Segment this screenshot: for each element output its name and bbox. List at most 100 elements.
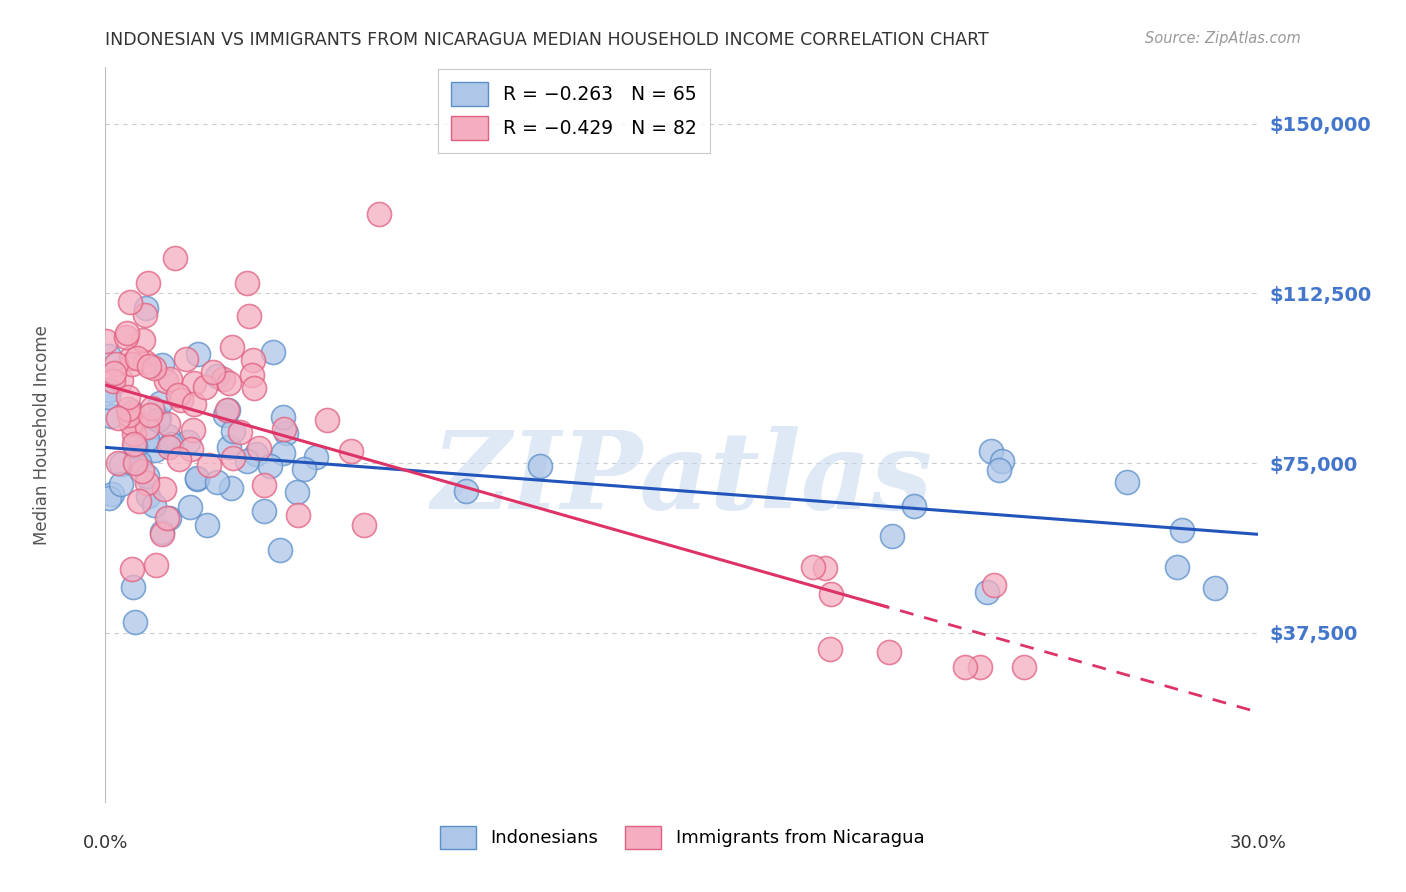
Point	[820, 587, 842, 601]
Point	[103, 367, 125, 381]
Point	[368, 207, 391, 221]
Point	[121, 404, 143, 418]
Point	[217, 403, 239, 417]
Point	[157, 440, 180, 454]
Text: 0.0%: 0.0%	[83, 834, 128, 852]
Point	[117, 391, 139, 405]
Text: Source: ZipAtlas.com: Source: ZipAtlas.com	[1144, 31, 1301, 46]
Point	[159, 372, 181, 386]
Point	[152, 482, 174, 496]
Point	[236, 276, 259, 290]
Point	[150, 526, 173, 541]
Point	[152, 525, 174, 540]
Point	[262, 345, 284, 359]
Text: INDONESIAN VS IMMIGRANTS FROM NICARAGUA MEDIAN HOUSEHOLD INCOME CORRELATION CHAR: INDONESIAN VS IMMIGRANTS FROM NICARAGUA …	[105, 31, 990, 49]
Point	[110, 476, 132, 491]
Point	[110, 373, 132, 387]
Point	[236, 454, 259, 468]
Point	[155, 375, 177, 389]
Point	[115, 330, 138, 344]
Point	[169, 393, 191, 408]
Point	[249, 441, 271, 455]
Point	[165, 251, 187, 265]
Point	[121, 562, 143, 576]
Point	[242, 352, 264, 367]
Point	[212, 372, 235, 386]
Point	[139, 408, 162, 422]
Point	[117, 408, 139, 422]
Point	[96, 334, 118, 348]
Point	[259, 458, 281, 473]
Point	[156, 417, 179, 431]
Point	[101, 487, 124, 501]
Point	[125, 351, 148, 365]
Point	[167, 387, 190, 401]
Point	[969, 660, 991, 674]
Point	[145, 558, 167, 572]
Point	[201, 365, 224, 379]
Point	[157, 511, 180, 525]
Point	[529, 459, 551, 474]
Point	[205, 369, 228, 384]
Point	[287, 508, 309, 522]
Point	[136, 489, 159, 503]
Point	[156, 510, 179, 524]
Point	[120, 351, 142, 365]
Point	[285, 485, 308, 500]
Point	[818, 641, 841, 656]
Point	[222, 451, 245, 466]
Point	[183, 376, 205, 390]
Point	[252, 477, 274, 491]
Point	[801, 559, 824, 574]
Point	[136, 276, 159, 290]
Point	[222, 425, 245, 439]
Point	[122, 427, 145, 442]
Point	[240, 368, 263, 383]
Point	[181, 423, 204, 437]
Point	[134, 355, 156, 369]
Point	[186, 470, 208, 484]
Point	[136, 475, 159, 490]
Point	[143, 498, 166, 512]
Point	[294, 462, 316, 476]
Point	[131, 333, 153, 347]
Point	[1170, 523, 1192, 537]
Point	[217, 403, 239, 417]
Point	[877, 645, 900, 659]
Point	[218, 376, 240, 390]
Point	[148, 411, 170, 425]
Text: ZIPatlas: ZIPatlas	[432, 426, 932, 532]
Point	[245, 447, 267, 461]
Point	[134, 308, 156, 322]
Point	[128, 494, 150, 508]
Point	[143, 442, 166, 457]
Point	[882, 529, 904, 543]
Point	[98, 383, 121, 397]
Point	[124, 615, 146, 629]
Point	[115, 326, 138, 340]
Point	[219, 481, 242, 495]
Point	[814, 561, 837, 575]
Point	[100, 409, 122, 424]
Point	[124, 440, 146, 454]
Point	[243, 381, 266, 395]
Point	[135, 420, 157, 434]
Point	[271, 410, 294, 425]
Point	[177, 434, 200, 449]
Point	[238, 309, 260, 323]
Point	[353, 517, 375, 532]
Point	[988, 463, 1011, 477]
Point	[976, 585, 998, 599]
Point	[124, 456, 146, 470]
Point	[183, 396, 205, 410]
Point	[207, 475, 229, 489]
Point	[117, 402, 139, 417]
Point	[456, 483, 478, 498]
Point	[252, 503, 274, 517]
Point	[142, 360, 165, 375]
Point	[148, 413, 170, 427]
Point	[269, 542, 291, 557]
Point	[991, 454, 1014, 468]
Point	[120, 416, 142, 430]
Point	[124, 452, 146, 467]
